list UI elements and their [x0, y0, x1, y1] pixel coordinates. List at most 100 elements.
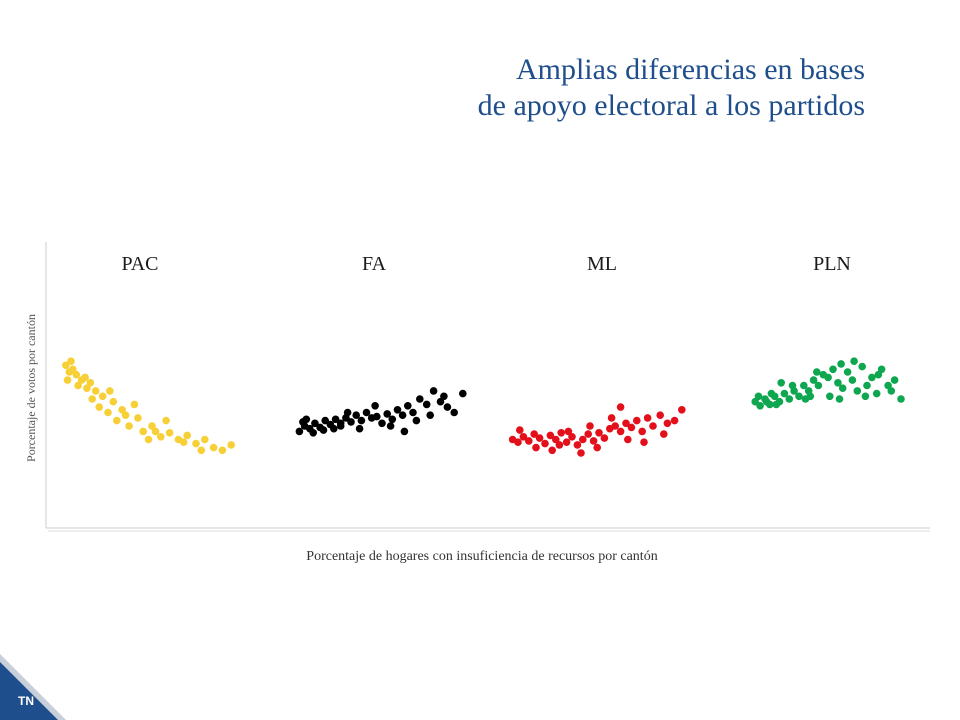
point-ml-1	[514, 438, 522, 447]
point-pln-31	[767, 389, 776, 398]
point-pln-6	[780, 389, 789, 398]
point-pln-12	[809, 376, 818, 384]
point-ml-5	[535, 434, 544, 442]
point-ml-43	[555, 441, 564, 449]
point-pln-15	[824, 373, 832, 382]
point-pln-43	[806, 392, 815, 401]
point-pac-12	[157, 433, 165, 441]
point-ml-36	[593, 443, 601, 452]
point-fa-41	[440, 392, 448, 401]
point-ml-34	[564, 427, 573, 436]
point-fa-25	[429, 387, 438, 395]
point-fa-21	[404, 402, 412, 410]
point-pac-25	[148, 422, 156, 430]
panel-label-ml: ML	[587, 253, 617, 275]
point-fa-42	[302, 415, 311, 424]
point-ml-27	[656, 411, 664, 420]
panel-label-pln: PLN	[813, 253, 851, 275]
panel-label-pac: PAC	[121, 253, 158, 275]
point-ml-32	[532, 443, 540, 452]
point-pac-39	[151, 427, 160, 436]
point-pac-14	[192, 439, 200, 448]
point-pln-38	[850, 357, 858, 366]
point-ml-25	[643, 414, 652, 422]
point-ml-21	[622, 419, 630, 428]
point-fa-43	[336, 419, 345, 428]
point-pac-21	[98, 392, 107, 401]
point-pac-23	[121, 411, 130, 420]
point-ml-38	[624, 435, 632, 444]
point-ml-39	[640, 438, 648, 447]
point-fa-27	[443, 403, 452, 411]
point-pln-23	[863, 381, 871, 390]
point-pac-38	[130, 400, 139, 409]
point-pln-30	[754, 392, 763, 401]
point-pln-32	[777, 379, 785, 387]
point-pln-42	[772, 400, 781, 409]
point-fa-15	[373, 412, 381, 421]
point-pln-25	[872, 389, 881, 398]
point-ml-6	[541, 439, 549, 448]
point-pac-22	[109, 397, 118, 406]
point-ml-33	[548, 446, 556, 455]
point-fa-20	[398, 411, 407, 420]
point-fa-13	[362, 408, 371, 417]
point-ml-22	[627, 423, 636, 432]
point-ml-12	[573, 441, 582, 449]
point-ml-40	[660, 430, 668, 438]
point-pac-3	[72, 370, 81, 379]
point-pac-16	[227, 441, 235, 449]
point-fa-39	[412, 416, 421, 425]
point-ml-16	[595, 429, 603, 437]
slide-title: Amplias diferencias en bases de apoyo el…	[478, 52, 865, 124]
point-fa-36	[371, 402, 379, 410]
point-pln-41	[887, 387, 896, 395]
point-fa-31	[309, 429, 318, 437]
point-pln-17	[834, 379, 842, 387]
point-fa-17	[383, 410, 392, 418]
point-fa-26	[436, 397, 445, 406]
point-pln-33	[788, 381, 797, 390]
point-fa-23	[416, 395, 424, 403]
title-line-1: Amplias diferencias en bases	[515, 53, 865, 86]
point-pac-30	[67, 357, 75, 366]
point-pln-13	[814, 381, 823, 390]
point-fa-0	[295, 427, 304, 436]
point-pln-37	[837, 360, 845, 368]
point-fa-33	[330, 424, 338, 433]
point-ml-20	[616, 427, 625, 436]
point-fa-37	[386, 422, 395, 430]
point-pac-35	[179, 438, 188, 447]
point-pln-36	[826, 392, 834, 401]
point-fa-34	[343, 408, 352, 417]
point-pln-9	[795, 392, 803, 401]
panels-group: PAC FA ML PLN	[62, 253, 905, 457]
point-pln-16	[829, 365, 837, 374]
point-ml-24	[638, 427, 646, 436]
point-fa-29	[459, 389, 467, 398]
point-ml-31	[516, 426, 524, 434]
title-line-2: de apoyo electoral a los partidos	[477, 89, 865, 122]
point-pac-2	[69, 365, 77, 374]
point-pac-17	[63, 376, 72, 384]
point-ml-4	[530, 430, 538, 438]
point-ml-9	[557, 429, 565, 437]
point-pac-10	[125, 422, 133, 430]
y-axis-label: Porcentaje de votos por cantón	[24, 314, 38, 462]
point-ml-11	[568, 433, 576, 441]
point-pac-8	[104, 408, 112, 417]
point-ml-29	[670, 416, 679, 425]
point-ml-23	[633, 416, 641, 425]
point-ml-10	[562, 438, 571, 447]
point-pac-32	[118, 406, 126, 414]
point-ml-30	[678, 406, 686, 414]
point-pac-0	[62, 361, 70, 370]
point-ml-19	[611, 422, 619, 430]
point-fa-35	[355, 424, 364, 433]
point-ml-28	[663, 419, 672, 428]
point-pac-31	[86, 379, 95, 387]
point-pln-35	[813, 368, 821, 376]
point-pln-18	[838, 384, 847, 393]
point-ml-17	[600, 434, 609, 442]
point-pac-20	[91, 387, 100, 395]
